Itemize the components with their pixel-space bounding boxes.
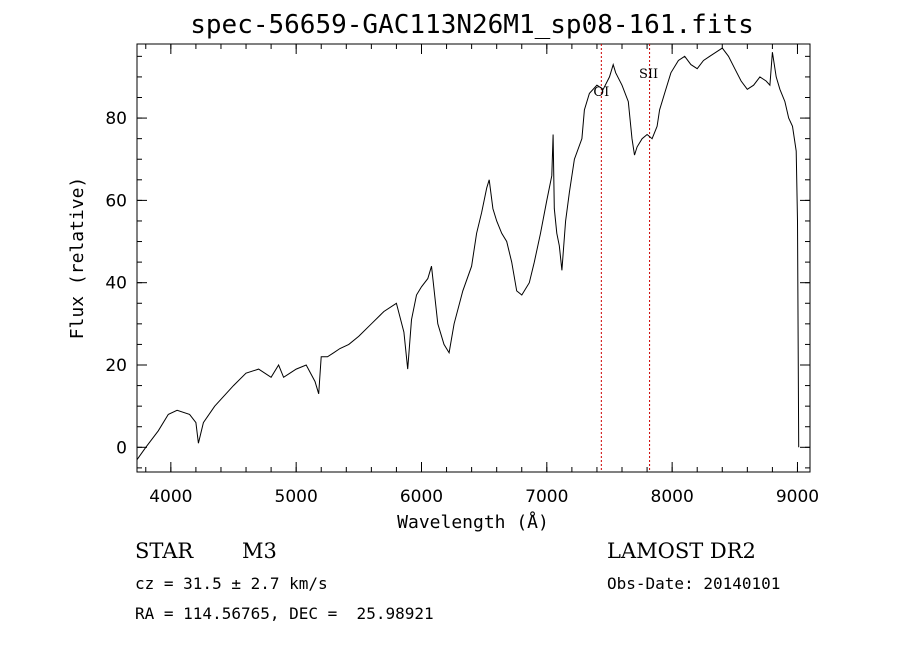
y-tick-label: 20 xyxy=(105,356,127,376)
spectrum-line xyxy=(136,47,800,460)
plot-frame xyxy=(136,43,811,473)
y-tick-label: 40 xyxy=(105,274,127,294)
spectral-line-label: OI xyxy=(593,85,609,100)
x-tick-label: 9000 xyxy=(776,487,819,507)
object-subclass: M3 xyxy=(242,539,277,563)
line-markers: OI SII xyxy=(593,44,658,472)
redshift-velocity: cz = 31.5 ± 2.7 km/s xyxy=(135,574,328,593)
x-tick-label: 6000 xyxy=(400,487,443,507)
x-tick-label: 5000 xyxy=(275,487,318,507)
observation-date: Obs-Date: 20140101 xyxy=(607,574,781,593)
y-tick-label: 0 xyxy=(116,438,127,458)
x-tick-label: 8000 xyxy=(651,487,694,507)
survey-name: LAMOST DR2 xyxy=(607,539,756,563)
x-axis-label: Wavelength (Å) xyxy=(397,511,549,533)
y-tick-label: 60 xyxy=(105,191,127,211)
spectral-line-label: SII xyxy=(639,67,658,82)
x-tick-label: 4000 xyxy=(149,487,192,507)
y-tick-label: 80 xyxy=(105,109,127,129)
chart-title: spec-56659-GAC113N26M1_sp08-161.fits xyxy=(190,10,754,40)
coordinates: RA = 114.56765, DEC = 25.98921 xyxy=(135,604,434,623)
object-class: STAR xyxy=(135,539,194,563)
x-tick-label: 7000 xyxy=(525,487,568,507)
y-axis-label: Flux (relative) xyxy=(67,177,88,340)
axis-ticks: 4000 5000 6000 7000 8000 9000 0 20 40 60 80 xyxy=(105,44,819,507)
